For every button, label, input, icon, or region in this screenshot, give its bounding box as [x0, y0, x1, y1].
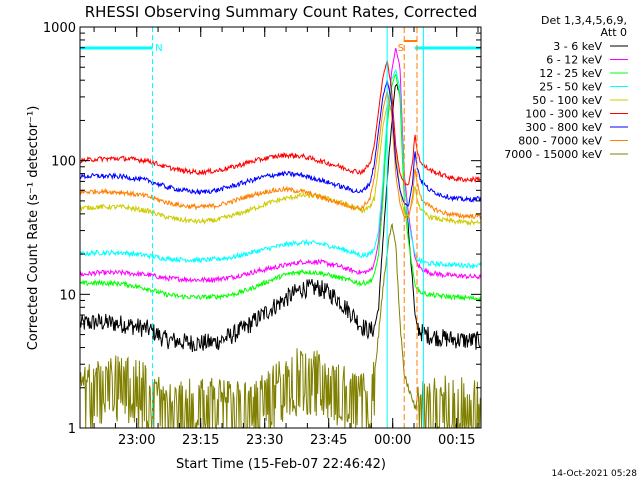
- x-tick-label: 23:45: [310, 433, 347, 448]
- annotation-S: S: [398, 43, 404, 54]
- x-tick-label: 00:00: [374, 433, 411, 448]
- legend-header: Det 1,3,4,5,6,9,: [541, 14, 627, 27]
- series-line-6: [80, 80, 482, 207]
- x-tick-label: 23:00: [118, 433, 155, 448]
- series-line-8: [79, 222, 482, 430]
- series-line-2: [79, 73, 482, 303]
- y-tick-label: 1: [68, 422, 76, 437]
- legend-label: 300 - 800 keV: [525, 121, 602, 134]
- plot-area: [79, 47, 482, 430]
- y-tick-label: 10: [59, 288, 76, 303]
- legend-label: 7000 - 15000 keV: [504, 148, 602, 161]
- series-line-4: [79, 104, 482, 226]
- legend-label: 800 - 7000 keV: [518, 135, 602, 148]
- axes: 1 10 100 1000 23:00 23:15 23:30 23:45 00:00 00:15: [43, 21, 481, 448]
- series-line-7: [79, 90, 482, 220]
- legend-label: 50 - 100 keV: [532, 94, 602, 107]
- legend-label: 3 - 6 keV: [553, 40, 602, 53]
- x-tick-label: 23:30: [246, 433, 283, 448]
- annotation-N: N: [155, 43, 162, 54]
- y-tick-label: 100: [51, 155, 76, 170]
- plot-frame: [79, 26, 482, 429]
- legend-label: 25 - 50 keV: [539, 81, 602, 94]
- series-line-1: [79, 47, 482, 284]
- legend-label: 100 - 300 keV: [525, 108, 602, 121]
- x-axis-label: Start Time (15-Feb-07 22:46:42): [176, 457, 386, 472]
- legend-header: Att 0: [601, 26, 627, 39]
- series-line-5: [80, 60, 482, 186]
- x-tick-label: 00:15: [438, 433, 475, 448]
- series-line-0: [79, 83, 482, 353]
- y-axis-label: Corrected Count Rate (s⁻¹ detector⁻¹): [26, 106, 41, 351]
- legend-label: 12 - 25 keV: [539, 67, 602, 80]
- x-tick-label: 23:15: [182, 433, 219, 448]
- legend-label: 6 - 12 keV: [546, 54, 602, 67]
- chart-title: RHESSI Observing Summary Count Rates, Co…: [85, 3, 478, 21]
- footer-date: 14-Oct-2021 05:28: [552, 469, 638, 479]
- series-line-3: [79, 69, 482, 270]
- y-tick-label: 1000: [43, 21, 76, 36]
